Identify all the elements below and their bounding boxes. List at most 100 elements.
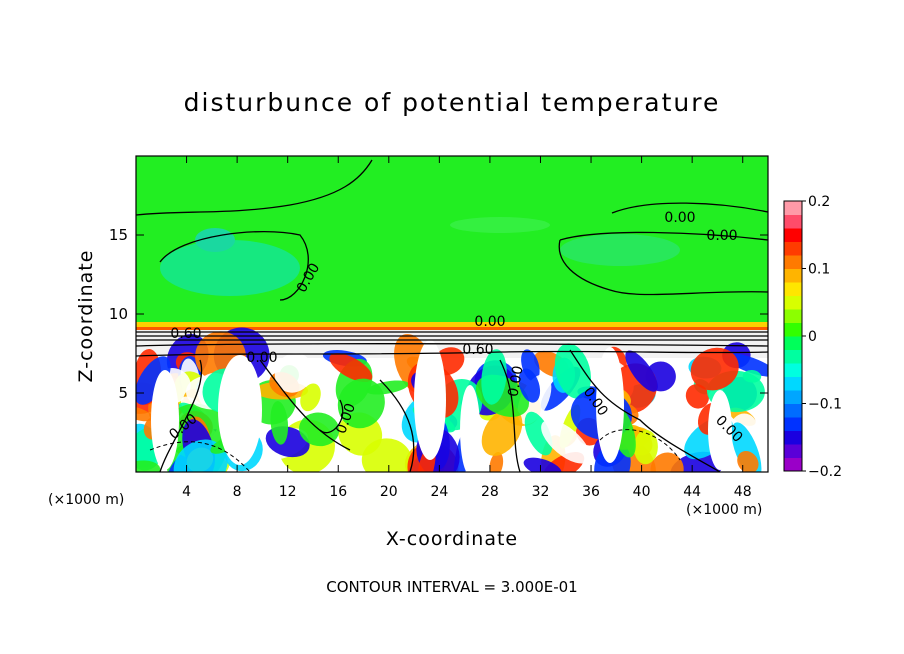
turbulence-blob bbox=[625, 350, 658, 392]
colorbar-swatch bbox=[784, 214, 802, 229]
y-tick-label: 15 bbox=[109, 226, 128, 244]
x-unit-label-left: (×1000 m) bbox=[48, 492, 125, 508]
turbulence-blob bbox=[685, 384, 710, 409]
turbulence-blob bbox=[742, 369, 762, 383]
colorbar-swatch bbox=[784, 349, 802, 364]
turbulence-blob bbox=[670, 451, 723, 472]
contour-line bbox=[379, 379, 415, 472]
colorbar-tick-label: 0.2 bbox=[808, 194, 830, 210]
contour-line bbox=[569, 349, 721, 472]
colorbar-tick-label: 0 bbox=[808, 329, 817, 345]
turbulence-blob bbox=[300, 383, 321, 412]
turbulence-blob bbox=[633, 429, 658, 465]
colorbar-swatch bbox=[784, 444, 802, 458]
field-patch bbox=[450, 217, 550, 233]
colorbar-swatch bbox=[784, 457, 802, 472]
x-tick-label: 16 bbox=[329, 484, 347, 500]
inversion-stripe bbox=[136, 322, 768, 327]
y-tick-label: 5 bbox=[118, 384, 128, 402]
colorbar-tick-label: −0.2 bbox=[808, 464, 842, 480]
contour-interval-note: CONTOUR INTERVAL = 3.000E-01 bbox=[326, 578, 578, 596]
contour-label: 0.00 bbox=[246, 350, 277, 366]
colorbar-swatch bbox=[784, 282, 802, 296]
colorbar-swatch bbox=[784, 430, 802, 445]
plume-region bbox=[596, 347, 624, 463]
field-patch bbox=[160, 240, 300, 296]
turbulence-blob bbox=[337, 378, 385, 429]
colorbar-tick-label: −0.1 bbox=[808, 397, 842, 413]
turbulence-blob bbox=[650, 452, 684, 472]
turbulence-blob bbox=[329, 353, 373, 383]
turbulence-blob bbox=[274, 353, 313, 393]
x-tick-label: 40 bbox=[633, 484, 651, 500]
colorbar-swatch bbox=[784, 376, 802, 391]
contour-label: 0.00 bbox=[474, 314, 505, 330]
turbulence-blobs bbox=[136, 327, 768, 472]
x-axis-ticks: 4 8 12 16 20 24 28 32 36 40 44 48 bbox=[182, 156, 752, 500]
colorbar-swatch bbox=[784, 241, 802, 256]
contour-line-negative bbox=[149, 441, 251, 472]
contour-label: 0.00 bbox=[706, 228, 737, 244]
contour-line bbox=[136, 159, 373, 216]
colorbar-swatch bbox=[784, 403, 802, 418]
turbulence-blob bbox=[724, 353, 768, 377]
turbulence-blob bbox=[481, 408, 523, 456]
y-axis-ticks: 5 10 15 bbox=[109, 226, 768, 402]
x-tick-label: 24 bbox=[430, 484, 448, 500]
plot-area bbox=[136, 156, 768, 472]
plume-region bbox=[218, 355, 262, 465]
x-tick-label: 48 bbox=[734, 484, 752, 500]
colorbar-swatch bbox=[784, 336, 802, 350]
turbulence-blob bbox=[518, 368, 541, 403]
contour-label: 0.00 bbox=[505, 365, 526, 398]
x-tick-label: 12 bbox=[279, 484, 297, 500]
colorbar-swatch bbox=[784, 201, 802, 215]
turbulence-blob bbox=[361, 438, 412, 472]
plume-region bbox=[414, 340, 446, 460]
x-tick-label: 20 bbox=[380, 484, 398, 500]
x-tick-label: 44 bbox=[683, 484, 701, 500]
colorbar-swatch bbox=[784, 228, 802, 242]
x-tick-label: 28 bbox=[481, 484, 499, 500]
field-patch bbox=[560, 234, 680, 266]
turbulence-blob bbox=[524, 411, 553, 456]
plume-region bbox=[708, 390, 732, 470]
turbulence-blob bbox=[554, 343, 591, 399]
contour-label: 0.60 bbox=[462, 342, 493, 358]
plume-region bbox=[460, 385, 480, 472]
contour-line bbox=[136, 350, 768, 357]
x-tick-label: 8 bbox=[233, 484, 242, 500]
colorbar-swatch bbox=[784, 295, 802, 310]
contour-line bbox=[159, 230, 309, 301]
contour-line bbox=[558, 239, 768, 296]
colorbar-swatch bbox=[784, 309, 802, 323]
contour-label: 0.60 bbox=[170, 326, 201, 342]
contour-lines bbox=[136, 159, 768, 472]
contour-line bbox=[319, 399, 344, 434]
y-axis-label: Z-coordinate bbox=[75, 249, 97, 383]
inversion-stripe bbox=[136, 327, 768, 330]
turbulence-blob bbox=[136, 460, 161, 472]
contour-label: 0.00 bbox=[664, 210, 695, 226]
x-tick-label: 4 bbox=[182, 484, 191, 500]
colorbar-swatch bbox=[784, 363, 802, 377]
x-axis-label: X-coordinate bbox=[385, 528, 519, 550]
colorbar-swatch bbox=[784, 322, 802, 337]
contour-line bbox=[559, 231, 768, 241]
plume-region bbox=[151, 370, 179, 470]
contour-line bbox=[259, 359, 351, 451]
colorbar-swatch bbox=[784, 268, 802, 283]
colorbar-swatch bbox=[784, 417, 802, 431]
x-tick-label: 36 bbox=[582, 484, 600, 500]
colorbar-swatch bbox=[784, 390, 802, 404]
turbulence-blob bbox=[270, 401, 289, 445]
contour-line bbox=[136, 343, 768, 347]
contour-line-negative bbox=[599, 429, 681, 461]
turbulence-blob bbox=[523, 457, 562, 472]
x-tick-label: 32 bbox=[532, 484, 550, 500]
turbulence-blob bbox=[481, 349, 507, 405]
x-unit-label-right: (×1000 m) bbox=[686, 502, 763, 518]
turbulence-blob bbox=[489, 451, 504, 472]
turbulence-blob bbox=[690, 347, 739, 391]
